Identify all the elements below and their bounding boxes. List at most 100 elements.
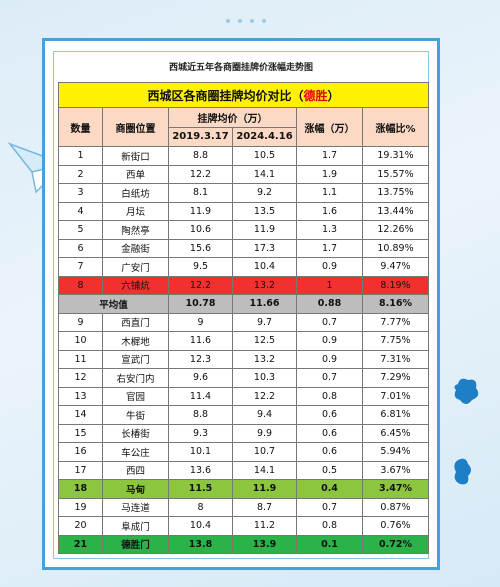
cell-pct: 0.76% <box>361 516 430 536</box>
cell-price-2019: 12.3 <box>168 349 233 369</box>
cell-area: 宣武门 <box>102 349 169 369</box>
cell-price-2024: 11.9 <box>232 220 297 240</box>
cell-pct: 10.89% <box>361 238 430 258</box>
cell-rank: 18 <box>58 479 103 499</box>
price-comparison-table: 西城区各商圈挂牌均价对比（德胜） 数量 商圈位置 挂牌均价（万） 涨幅（万） 涨… <box>57 82 430 554</box>
header-rank: 数量 <box>58 107 103 147</box>
cell-area: 广安门 <box>102 257 169 277</box>
cell-area: 长椿街 <box>102 423 169 443</box>
cell-change: 0.7 <box>296 497 363 517</box>
cell-rank: 21 <box>58 534 103 554</box>
cell-price-2024: 9.4 <box>232 405 297 425</box>
document-frame: 西城近五年各商圈挂牌价涨幅走势图 西城区各商圈挂牌均价对比（德胜） 数量 商圈位… <box>42 38 440 570</box>
cell-pct: 7.75% <box>361 331 430 351</box>
cell-price-2019: 13.8 <box>168 534 233 554</box>
cell-price-2019: 11.4 <box>168 386 233 406</box>
cell-change: 0.9 <box>296 349 363 369</box>
table-row: 11 宣武门 12.3 13.2 0.9 7.31% <box>58 349 430 369</box>
cell-price-2024: 11.2 <box>232 516 297 536</box>
cell-price-2024: 13.9 <box>232 534 297 554</box>
table-body: 1 新街口 8.8 10.5 1.7 19.31% 2 西单 12.2 14.1 1.9 15.57%… <box>58 146 430 554</box>
cell-rank: 3 <box>58 183 103 203</box>
cell-average-label: 平均值 <box>58 294 169 314</box>
cell-area: 西直门 <box>102 312 169 332</box>
table-row: 14 牛街 8.8 9.4 0.6 6.81% <box>58 405 430 425</box>
cell-price-2019: 9.3 <box>168 423 233 443</box>
document-inner-border: 西城近五年各商圈挂牌价涨幅走势图 西城区各商圈挂牌均价对比（德胜） 数量 商圈位… <box>53 51 430 559</box>
table-row: 16 车公庄 10.1 10.7 0.6 5.94% <box>58 442 430 462</box>
cell-price-2024: 11.9 <box>232 479 297 499</box>
table-title-row: 西城区各商圈挂牌均价对比（德胜） <box>57 82 430 108</box>
cell-rank: 2 <box>58 164 103 184</box>
cell-change: 0.6 <box>296 423 363 443</box>
table-title: 西城区各商圈挂牌均价对比（德胜） <box>57 82 430 108</box>
dots-decoration <box>226 19 266 23</box>
header-area: 商圈位置 <box>102 107 169 147</box>
cell-change: 1.1 <box>296 183 363 203</box>
cell-change: 1 <box>296 275 363 295</box>
cell-pct: 6.45% <box>361 423 430 443</box>
cell-change: 0.1 <box>296 534 363 554</box>
cell-change: 0.5 <box>296 460 363 480</box>
cell-area: 车公庄 <box>102 442 169 462</box>
table-row: 1 新街口 8.8 10.5 1.7 19.31% <box>58 146 430 166</box>
cell-area: 六铺炕 <box>102 275 169 295</box>
header-pct: 涨幅比% <box>361 107 430 147</box>
cell-change: 0.7 <box>296 368 363 388</box>
table-row: 15 长椿街 9.3 9.9 0.6 6.45% <box>58 423 430 443</box>
table-row: 18 马甸 11.5 11.9 0.4 3.47% <box>58 479 430 499</box>
cell-price-2024: 14.1 <box>232 460 297 480</box>
cell-rank: 4 <box>58 201 103 221</box>
header-price-group: 挂牌均价（万） <box>168 107 297 128</box>
cell-price-2019: 10.4 <box>168 516 233 536</box>
header-change: 涨幅（万） <box>296 107 363 147</box>
cell-change: 0.4 <box>296 479 363 499</box>
cell-price-2019: 11.5 <box>168 479 233 499</box>
cell-price-2019: 9.6 <box>168 368 233 388</box>
cell-price-2024: 10.7 <box>232 442 297 462</box>
cell-area: 马连道 <box>102 497 169 517</box>
cell-pct: 3.47% <box>361 479 430 499</box>
cell-area: 新街口 <box>102 146 169 166</box>
header-date2: 2024.4.16 <box>232 126 297 147</box>
cell-pct: 7.77% <box>361 312 430 332</box>
cell-price-2019: 12.2 <box>168 275 233 295</box>
cell-price-2024: 10.4 <box>232 257 297 277</box>
cell-pct: 8.19% <box>361 275 430 295</box>
cell-change: 1.7 <box>296 238 363 258</box>
cell-price-2019: 11.6 <box>168 331 233 351</box>
cell-change: 0.88 <box>296 294 363 314</box>
cell-price-2024: 10.3 <box>232 368 297 388</box>
cell-rank: 8 <box>58 275 103 295</box>
table-row: 8 六铺炕 12.2 13.2 1 8.19% <box>58 275 430 295</box>
cell-price-2024: 9.9 <box>232 423 297 443</box>
cell-price-2019: 8.8 <box>168 405 233 425</box>
cloud-blob-icon <box>454 378 479 404</box>
cell-pct: 13.75% <box>361 183 430 203</box>
cell-change: 0.6 <box>296 442 363 462</box>
cell-area: 德胜门 <box>102 534 169 554</box>
table-row: 3 白纸坊 8.1 9.2 1.1 13.75% <box>58 183 430 203</box>
table-row: 平均值 10.78 11.66 0.88 8.16% <box>58 294 430 314</box>
cell-rank: 14 <box>58 405 103 425</box>
cell-change: 0.9 <box>296 257 363 277</box>
cell-price-2019: 10.1 <box>168 442 233 462</box>
table-row: 21 德胜门 13.8 13.9 0.1 0.72% <box>58 534 430 554</box>
cell-price-2019: 11.9 <box>168 201 233 221</box>
cell-rank: 17 <box>58 460 103 480</box>
cell-change: 1.9 <box>296 164 363 184</box>
cell-pct: 0.87% <box>361 497 430 517</box>
cell-price-2019: 15.6 <box>168 238 233 258</box>
cell-price-2024: 13.2 <box>232 349 297 369</box>
cell-price-2024: 13.5 <box>232 201 297 221</box>
cell-pct: 9.47% <box>361 257 430 277</box>
table-row: 5 陶然亭 10.6 11.9 1.3 12.26% <box>58 220 430 240</box>
cell-area: 牛街 <box>102 405 169 425</box>
cell-area: 马甸 <box>102 479 169 499</box>
cell-area: 西四 <box>102 460 169 480</box>
table-row: 17 西四 13.6 14.1 0.5 3.67% <box>58 460 430 480</box>
header-row-dates: 2019.3.17 2024.4.16 <box>59 126 429 147</box>
cell-rank: 11 <box>58 349 103 369</box>
cell-area: 陶然亭 <box>102 220 169 240</box>
cell-change: 0.8 <box>296 516 363 536</box>
